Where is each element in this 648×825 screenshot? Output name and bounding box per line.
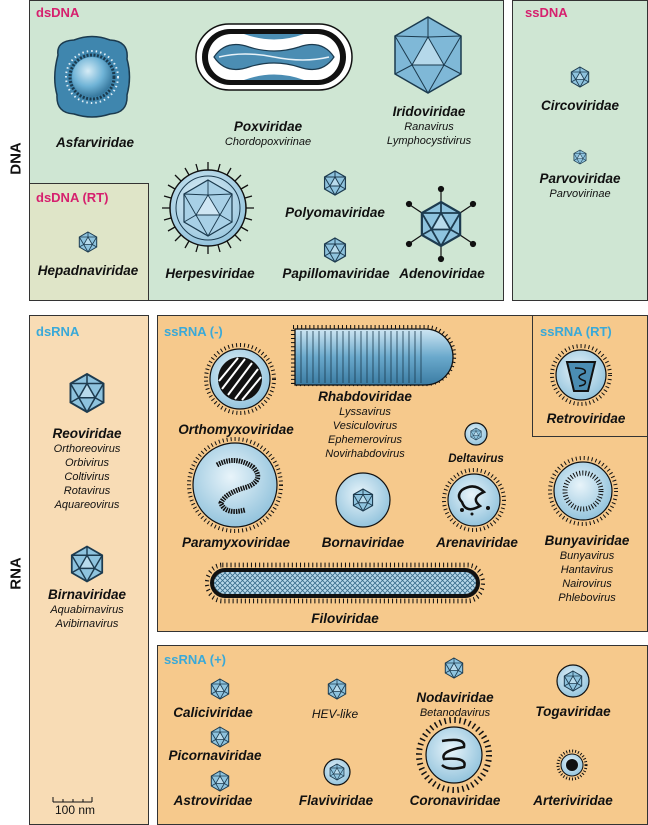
- rhabdoviridae-genus-1: Lyssavirus: [339, 406, 391, 418]
- filoviridae-virion: [204, 562, 485, 604]
- flaviviridae-virion: [323, 758, 351, 786]
- family-nodaviridae: Nodaviridae: [416, 690, 494, 705]
- bunyaviridae-virion: [548, 456, 618, 526]
- scale-bar: [52, 797, 93, 803]
- family-deltavirus: Deltavirus: [448, 453, 504, 465]
- family-picornaviridae: Picornaviridae: [168, 748, 262, 763]
- group-header-ssrna-rt: ssRNA (RT): [540, 324, 612, 339]
- family-coronaviridae: Coronaviridae: [409, 793, 501, 808]
- family-parvoviridae: Parvoviridae: [539, 171, 621, 186]
- reoviridae-genus-3: Coltivirus: [64, 471, 110, 483]
- rhabdoviridae-genus-4: Novirhabdovirus: [325, 448, 405, 460]
- reoviridae-genus-4: Rotavirus: [63, 485, 111, 497]
- group-header-ssrna-neg: ssRNA (-): [164, 324, 223, 339]
- bunyaviridae-genus-1: Bunyavirus: [559, 550, 615, 562]
- group-header-dsdna: dsDNA: [36, 5, 80, 20]
- family-paramyxoviridae: Paramyxoviridae: [181, 535, 291, 550]
- rhabdoviridae-virion: [290, 324, 457, 387]
- family-caliciviridae: Caliciviridae: [173, 705, 253, 720]
- family-iridoviridae: Iridoviridae: [392, 104, 466, 119]
- adenoviridae-virion: [405, 185, 477, 263]
- paramyxoviridae-virion: [187, 437, 283, 533]
- arteriviridae-virion: [556, 749, 588, 781]
- reoviridae-genus-1: Orthoreovirus: [53, 443, 121, 455]
- group-header-dsrna: dsRNA: [36, 324, 80, 339]
- family-orthomyxoviridae: Orthomyxoviridae: [178, 422, 294, 437]
- asfarviridae-virion: [54, 35, 131, 118]
- orthomyxoviridae-virion: [204, 343, 276, 415]
- deltavirus-virion: [464, 422, 488, 446]
- family-papillomaviridae: Papillomaviridae: [282, 266, 390, 281]
- family-flaviviridae: Flaviviridae: [298, 793, 374, 808]
- family-birnaviridae: Birnaviridae: [47, 587, 127, 602]
- reoviridae-genus-2: Orbivirus: [64, 457, 110, 469]
- family-rhabdoviridae: Rhabdoviridae: [318, 389, 412, 404]
- birnaviridae-genus-2: Avibirnavirus: [55, 618, 119, 630]
- poxviridae-subfamily: Chordopoxvirinae: [224, 136, 312, 148]
- coronaviridae-virion: [416, 717, 492, 793]
- togaviridae-virion: [556, 664, 590, 698]
- group-header-ssrna-pos: ssRNA (+): [164, 652, 227, 667]
- parvoviridae-subfamily: Parvovirinae: [549, 188, 611, 200]
- family-circoviridae: Circoviridae: [540, 98, 620, 113]
- family-arenaviridae: Arenaviridae: [436, 535, 518, 550]
- family-filoviridae: Filoviridae: [311, 611, 379, 626]
- reoviridae-genus-5: Aquareovirus: [54, 499, 120, 511]
- family-asfarviridae: Asfarviridae: [55, 135, 135, 150]
- bunyaviridae-genus-3: Nairovirus: [562, 578, 612, 590]
- family-poxviridae: Poxviridae: [233, 119, 303, 134]
- family-bunyaviridae: Bunyaviridae: [544, 533, 630, 548]
- birnaviridae-genus-1: Aquabirnavirus: [50, 604, 124, 616]
- rhabdoviridae-genus-3: Ephemerovirus: [328, 434, 402, 446]
- family-adenoviridae: Adenoviridae: [399, 266, 485, 281]
- iridoviridae-genus-1: Ranavirus: [404, 121, 454, 133]
- scale-bar-label: 100 nm: [54, 803, 96, 817]
- poxviridae-virion: [195, 23, 353, 91]
- rhabdoviridae-genus-2: Vesiculovirus: [332, 420, 398, 432]
- group-header-dsdna-rt: dsDNA (RT): [36, 190, 109, 205]
- iridoviridae-genus-2: Lymphocystivirus: [386, 135, 472, 147]
- iridoviridae-virion: [394, 16, 462, 94]
- family-retroviridae: Retroviridae: [546, 411, 626, 426]
- herpesviridae-virion: [162, 162, 254, 254]
- family-arteriviridae: Arteriviridae: [533, 793, 613, 808]
- family-polyomaviridae: Polyomaviridae: [285, 205, 385, 220]
- bornaviridae-virion: [335, 472, 391, 528]
- family-reoviridae: Reoviridae: [52, 426, 122, 441]
- group-header-ssdna: ssDNA: [525, 5, 568, 20]
- family-bornaviridae: Bornaviridae: [321, 535, 405, 550]
- family-togaviridae: Togaviridae: [535, 704, 611, 719]
- bunyaviridae-genus-4: Phlebovirus: [558, 592, 616, 604]
- family-astroviridae: Astroviridae: [173, 793, 253, 808]
- arenaviridae-virion: [442, 468, 506, 532]
- family-herpesviridae: Herpesviridae: [165, 266, 255, 281]
- nodaviridae-genus-1: Betanodavirus: [419, 707, 491, 719]
- family-hev-like: HEV-like: [311, 707, 359, 721]
- family-hepadnaviridae: Hepadnaviridae: [37, 263, 139, 278]
- retroviridae-virion: [550, 344, 612, 406]
- bunyaviridae-genus-2: Hantavirus: [560, 564, 614, 576]
